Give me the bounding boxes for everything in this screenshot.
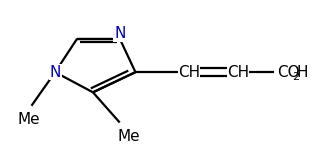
Text: H: H bbox=[296, 65, 308, 80]
Text: CH: CH bbox=[227, 65, 249, 80]
Text: N: N bbox=[114, 26, 125, 41]
Text: N: N bbox=[49, 65, 61, 80]
Text: CH: CH bbox=[178, 65, 200, 80]
Text: Me: Me bbox=[17, 112, 40, 127]
Text: CO: CO bbox=[277, 65, 300, 80]
Text: 2: 2 bbox=[292, 72, 300, 82]
Text: Me: Me bbox=[118, 129, 140, 144]
